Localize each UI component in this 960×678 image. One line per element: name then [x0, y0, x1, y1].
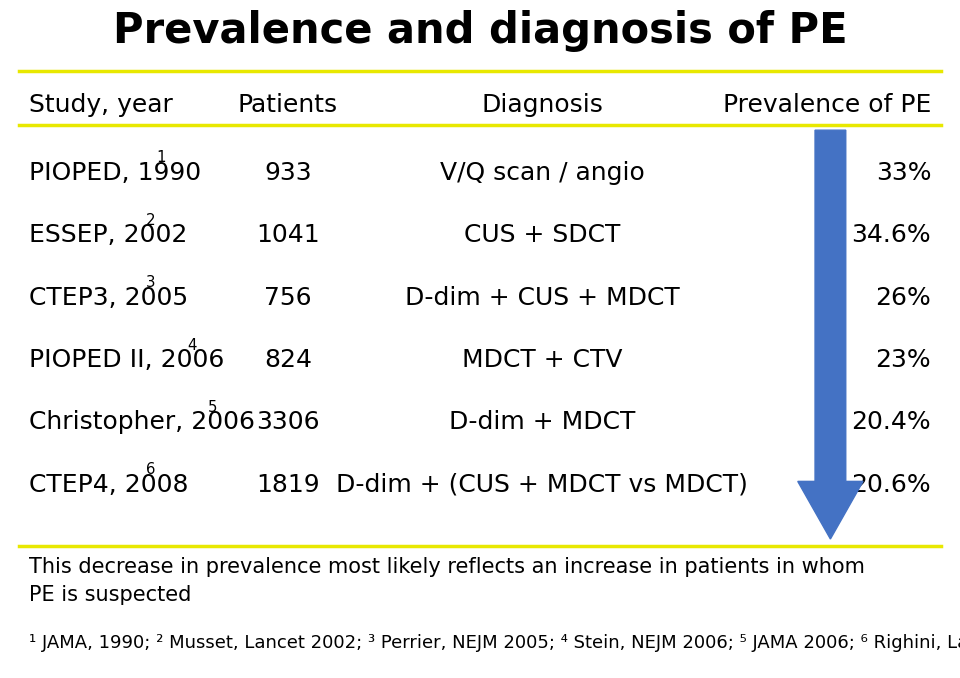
Text: Christopher, 2006: Christopher, 2006: [29, 410, 254, 435]
Text: 756: 756: [264, 285, 312, 310]
FancyArrow shape: [798, 130, 863, 539]
Text: 3306: 3306: [256, 410, 320, 435]
Text: 1: 1: [156, 151, 165, 165]
Text: D-dim + MDCT: D-dim + MDCT: [449, 410, 636, 435]
Text: 5: 5: [208, 400, 217, 415]
Text: 1819: 1819: [256, 473, 320, 497]
Text: 4: 4: [187, 338, 197, 353]
Text: ESSEP, 2002: ESSEP, 2002: [29, 223, 187, 247]
Text: D-dim + (CUS + MDCT vs MDCT): D-dim + (CUS + MDCT vs MDCT): [336, 473, 749, 497]
Text: CTEP3, 2005: CTEP3, 2005: [29, 285, 188, 310]
Text: V/Q scan / angio: V/Q scan / angio: [440, 161, 645, 185]
Text: Prevalence of PE: Prevalence of PE: [723, 93, 931, 117]
Text: CTEP4, 2008: CTEP4, 2008: [29, 473, 188, 497]
Text: 1041: 1041: [256, 223, 320, 247]
Text: 34.6%: 34.6%: [852, 223, 931, 247]
Text: 933: 933: [264, 161, 312, 185]
Text: PIOPED, 1990: PIOPED, 1990: [29, 161, 201, 185]
Text: CUS + SDCT: CUS + SDCT: [465, 223, 620, 247]
Text: D-dim + CUS + MDCT: D-dim + CUS + MDCT: [405, 285, 680, 310]
Text: 2: 2: [146, 213, 156, 228]
Text: Patients: Patients: [238, 93, 338, 117]
Text: 6: 6: [146, 462, 156, 477]
Text: ¹ JAMA, 1990; ² Musset, Lancet 2002; ³ Perrier, NEJM 2005; ⁴ Stein, NEJM 2006; ⁵: ¹ JAMA, 1990; ² Musset, Lancet 2002; ³ P…: [29, 634, 960, 652]
Text: This decrease in prevalence most likely reflects an increase in patients in whom: This decrease in prevalence most likely …: [29, 557, 865, 605]
Text: 20.6%: 20.6%: [852, 473, 931, 497]
Text: 824: 824: [264, 348, 312, 372]
Text: 26%: 26%: [876, 285, 931, 310]
Text: 20.4%: 20.4%: [852, 410, 931, 435]
Text: Prevalence and diagnosis of PE: Prevalence and diagnosis of PE: [112, 9, 848, 52]
Text: PIOPED II, 2006: PIOPED II, 2006: [29, 348, 225, 372]
Text: MDCT + CTV: MDCT + CTV: [462, 348, 623, 372]
Text: Diagnosis: Diagnosis: [482, 93, 603, 117]
Text: Study, year: Study, year: [29, 93, 173, 117]
Text: 23%: 23%: [876, 348, 931, 372]
Text: 33%: 33%: [876, 161, 931, 185]
Text: 3: 3: [146, 275, 156, 290]
